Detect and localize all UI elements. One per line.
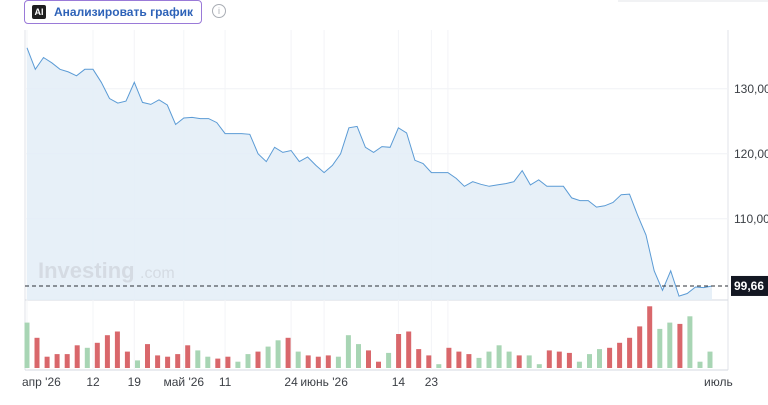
volume-bar (345, 335, 351, 368)
volume-bar (647, 306, 653, 368)
watermark-brand: Investing (38, 258, 135, 283)
volume-bars (24, 306, 713, 368)
volume-bar (536, 364, 542, 368)
volume-bar (687, 316, 693, 368)
volume-bar (295, 351, 301, 368)
info-icon[interactable]: i (212, 4, 226, 18)
volume-bar (114, 331, 120, 368)
volume-bar (597, 349, 602, 368)
volume-bar (697, 361, 703, 368)
volume-bar (84, 347, 90, 368)
volume-bar (657, 328, 663, 368)
volume-bar (627, 337, 633, 368)
volume-bar (436, 364, 442, 368)
volume-bar (516, 355, 522, 368)
volume-bar (386, 352, 392, 368)
volume-bar (506, 351, 512, 368)
volume-bar (185, 345, 191, 368)
volume-bar (546, 350, 552, 368)
volume-bar (587, 354, 592, 368)
volume-bar (406, 331, 412, 368)
volume-bar (255, 351, 261, 368)
x-tick-label: апр '26 (22, 375, 61, 389)
volume-bar (235, 361, 241, 368)
volume-bar (325, 355, 331, 368)
volume-bar (74, 345, 80, 368)
watermark-suffix: .com (140, 265, 175, 282)
volume-bar (416, 349, 422, 368)
volume-bar (215, 358, 221, 368)
last-price-label: 99,66 (734, 279, 764, 293)
volume-bar (576, 361, 582, 368)
volume-bar (135, 360, 140, 368)
volume-bar (466, 354, 472, 368)
x-tick-label: июль (704, 375, 733, 389)
volume-bar (496, 345, 502, 368)
x-tick-label: июнь '26 (300, 375, 348, 389)
volume-bar (707, 351, 713, 368)
volume-bar (195, 350, 201, 368)
x-tick-label: 24 (284, 375, 298, 389)
volume-bar (366, 350, 371, 368)
price-line (26, 47, 713, 297)
volume-bar (526, 355, 532, 368)
volume-bar (24, 322, 30, 368)
volume-bar (556, 351, 562, 368)
volume-bar (275, 340, 281, 368)
volume-bar (165, 356, 171, 368)
volume-bar (426, 355, 432, 368)
investing-watermark: Investing .com (38, 258, 175, 283)
volume-bar (486, 351, 492, 368)
x-axis: апр '26 12 19 май '26 11 24 июнь '26 14 23 июль (22, 375, 733, 389)
price-area (27, 47, 712, 300)
x-tick-label: 19 (128, 375, 142, 389)
volume-bar (396, 334, 402, 368)
volume-bar (617, 342, 623, 368)
volume-bar (446, 347, 452, 368)
x-tick-label: 14 (392, 375, 406, 389)
volume-bar (205, 356, 211, 368)
analyze-chart-label: Анализировать график (54, 5, 193, 19)
y-tick-label: 110,00 (734, 212, 768, 226)
volume-bar (305, 355, 311, 368)
volume-bar (34, 337, 40, 368)
volume-bar (677, 323, 683, 368)
volume-bar (265, 346, 271, 368)
volume-bar (54, 354, 60, 368)
volume-bar (145, 344, 150, 368)
last-price-tag: 99,66 (731, 275, 768, 296)
top-divider (618, 0, 768, 2)
volume-bar (124, 351, 130, 368)
x-tick-label: 11 (219, 375, 232, 389)
volume-bar (245, 354, 251, 368)
volume-bar (335, 356, 341, 368)
x-tick-label: май '26 (164, 375, 205, 389)
volume-bar (376, 361, 381, 368)
volume-bar (155, 355, 161, 368)
volume-bar (64, 354, 70, 368)
volume-bar (44, 356, 50, 368)
volume-bar (104, 335, 110, 368)
volume-bar (285, 337, 291, 368)
volume-bar (175, 354, 181, 368)
volume-bar (607, 347, 613, 368)
x-tick-label: 23 (425, 375, 439, 389)
x-tick-label: 12 (86, 375, 100, 389)
volume-bar (456, 351, 462, 368)
analyze-chart-button[interactable]: AI Анализировать график (24, 0, 202, 24)
volume-bar (356, 344, 361, 368)
y-tick-label: 120,00 (734, 147, 768, 161)
volume-bar (667, 322, 673, 368)
volume-bar (566, 352, 572, 368)
volume-bar (94, 342, 100, 368)
volume-bar (637, 326, 643, 368)
y-tick-label: 130,00 (734, 82, 768, 96)
ai-icon: AI (32, 5, 46, 19)
volume-bar (476, 357, 482, 368)
y-axis: 130,00 120,00 110,00 (734, 82, 768, 226)
volume-bar (315, 356, 321, 368)
volume-bar (225, 356, 231, 368)
